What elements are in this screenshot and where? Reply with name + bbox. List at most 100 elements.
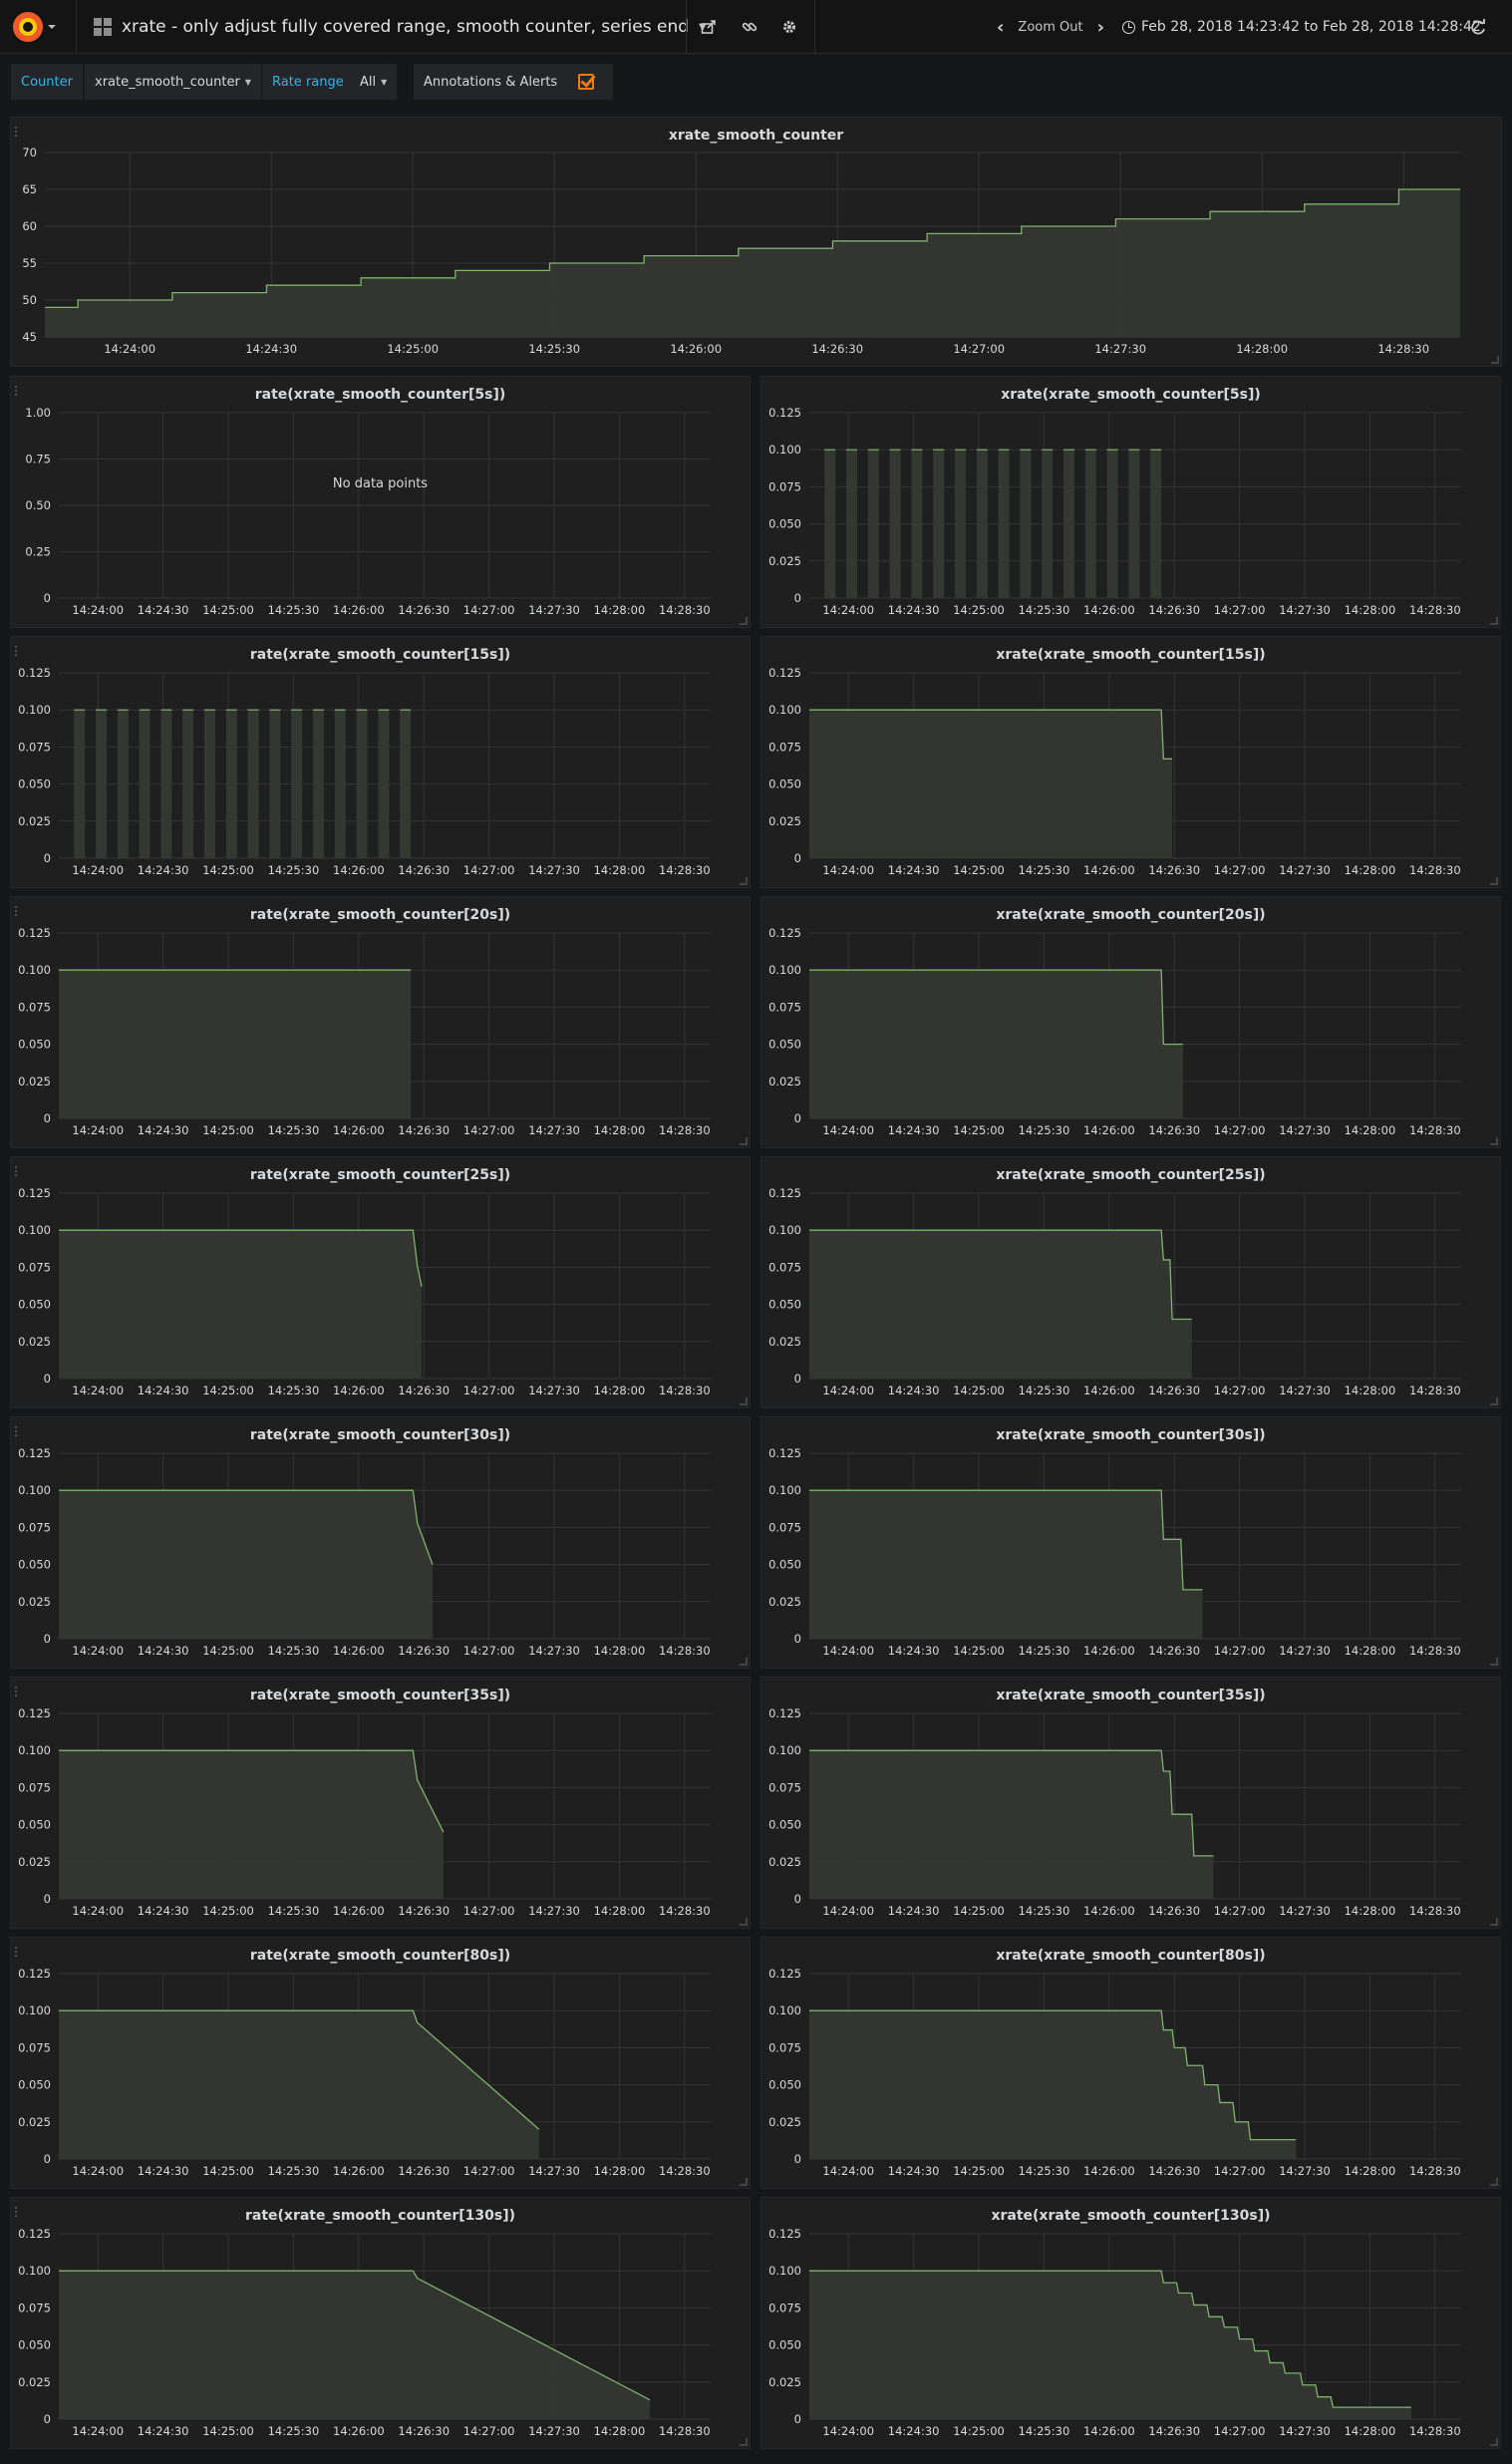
y-tick-label: 0.050: [768, 1038, 801, 1052]
resize-handle-icon[interactable]: [1490, 1658, 1498, 1666]
resize-handle-icon[interactable]: [740, 617, 748, 625]
chevron-left-icon[interactable]: ‹: [997, 17, 1004, 38]
panel-chart: 0.125 0.100 0.075 0.050 0.025 0 14:24:00 14:24:…: [11, 1938, 750, 2188]
resize-handle-icon[interactable]: [740, 1137, 748, 1145]
y-tick-label: 0.050: [768, 2338, 801, 2352]
x-tick-label: 14:27:00: [463, 603, 515, 617]
bar: [1042, 450, 1053, 598]
grafana-logo-icon[interactable]: [8, 7, 56, 47]
share-button[interactable]: [694, 14, 724, 40]
x-tick-label: 14:26:00: [670, 342, 722, 356]
bar: [140, 710, 151, 858]
resize-handle-icon[interactable]: [740, 2438, 748, 2446]
y-tick-label: 0.075: [18, 1260, 51, 1274]
series-area: [809, 710, 1172, 858]
x-tick-label: 14:26:30: [398, 2164, 450, 2178]
resize-handle-icon[interactable]: [740, 1658, 748, 1666]
x-tick-label: 14:28:30: [659, 603, 711, 617]
x-tick-label: 14:25:00: [953, 1904, 1005, 1918]
bar: [269, 710, 280, 858]
x-tick-label: 14:25:30: [1019, 2164, 1070, 2178]
refresh-button[interactable]: [1463, 14, 1493, 40]
x-tick-label: 14:26:00: [1083, 863, 1135, 877]
dashboard-title-picker[interactable]: xrate - only adjust fully covered range,…: [94, 14, 707, 40]
x-tick-label: 14:24:00: [822, 1384, 874, 1397]
annotations-toggle[interactable]: [558, 64, 613, 100]
x-tick-label: 14:27:30: [1279, 863, 1331, 877]
x-tick-label: 14:26:00: [1083, 1123, 1135, 1137]
x-tick-label: 14:26:30: [1148, 2424, 1200, 2438]
x-tick-label: 14:24:30: [245, 342, 297, 356]
x-tick-label: 14:27:00: [1214, 1384, 1266, 1397]
dashboard-grid-icon: [94, 18, 112, 36]
time-range-picker[interactable]: Feb 28, 2018 14:23:42 to Feb 28, 2018 14…: [1122, 15, 1481, 39]
x-tick-label: 14:28:00: [1345, 2164, 1396, 2178]
x-tick-label: 14:27:00: [1214, 2424, 1266, 2438]
bar: [335, 710, 346, 858]
x-tick-label: 14:24:00: [104, 342, 155, 356]
x-tick-label: 14:28:00: [1236, 342, 1288, 356]
rate-range-variable-select[interactable]: All ▼: [350, 64, 397, 100]
resize-handle-icon[interactable]: [1490, 877, 1498, 885]
x-tick-label: 14:26:30: [1148, 2164, 1200, 2178]
y-tick-label: 0.125: [18, 1186, 51, 1200]
y-tick-label: 0.125: [18, 1967, 51, 1981]
settings-button[interactable]: [774, 14, 804, 40]
x-tick-label: 14:27:30: [528, 603, 580, 617]
y-tick-label: 0.100: [18, 2003, 51, 2017]
y-tick-label: 0.100: [768, 1483, 801, 1497]
x-tick-label: 14:24:00: [822, 2164, 874, 2178]
y-tick-label: 0.100: [18, 1483, 51, 1497]
x-tick-label: 14:26:30: [398, 1644, 450, 1658]
x-tick-label: 14:24:00: [72, 2424, 124, 2438]
bar: [868, 450, 879, 598]
resize-handle-icon[interactable]: [1490, 1397, 1498, 1405]
x-tick-label: 14:27:30: [1279, 2164, 1331, 2178]
x-tick-label: 14:27:30: [528, 2164, 580, 2178]
resize-handle-icon[interactable]: [1490, 1918, 1498, 1926]
bar: [291, 710, 302, 858]
resize-handle-icon[interactable]: [740, 2178, 748, 2186]
link-button[interactable]: [735, 14, 764, 40]
y-tick-label: 0.125: [18, 1706, 51, 1720]
resize-handle-icon[interactable]: [1491, 356, 1499, 364]
x-tick-label: 14:26:30: [1148, 1123, 1200, 1137]
x-tick-label: 14:26:30: [398, 1384, 450, 1397]
y-tick-label: 0.025: [768, 554, 801, 568]
chevron-down-icon: ▼: [245, 78, 251, 87]
resize-handle-icon[interactable]: [740, 1918, 748, 1926]
y-tick-label: 0.75: [25, 453, 51, 466]
chevron-right-icon[interactable]: ›: [1097, 17, 1104, 38]
x-tick-label: 14:27:30: [1279, 1123, 1331, 1137]
resize-handle-icon[interactable]: [1490, 1137, 1498, 1145]
x-tick-label: 14:27:00: [463, 1123, 515, 1137]
resize-handle-icon[interactable]: [1490, 617, 1498, 625]
top-navbar: xrate - only adjust fully covered range,…: [0, 0, 1512, 54]
x-tick-label: 14:27:00: [1214, 1123, 1266, 1137]
resize-handle-icon[interactable]: [1490, 2178, 1498, 2186]
y-tick-label: 0.025: [18, 1075, 51, 1088]
panel-chart: 0.125 0.100 0.075 0.050 0.025 0 14:24:00 14:24:…: [11, 1417, 750, 1668]
zoom-out-button[interactable]: Zoom Out: [1018, 20, 1082, 35]
y-tick-label: 0.125: [18, 666, 51, 680]
x-tick-label: 14:27:30: [1279, 2424, 1331, 2438]
panel-15: rate(xrate_smooth_counter[130s]) 0.125 0.1…: [10, 2197, 751, 2449]
resize-handle-icon[interactable]: [740, 1397, 748, 1405]
bar: [846, 450, 857, 598]
clock-icon: [1122, 21, 1135, 34]
y-tick-label: 1.00: [25, 406, 51, 420]
x-tick-label: 14:25:00: [202, 1384, 254, 1397]
resize-handle-icon[interactable]: [1490, 2438, 1498, 2446]
x-tick-label: 14:27:30: [528, 2424, 580, 2438]
bar: [400, 710, 411, 858]
y-tick-label: 0.025: [18, 1855, 51, 1869]
x-tick-label: 14:28:30: [1409, 1123, 1461, 1137]
panel-chart: 1.00 0.75 0.50 0.25 0 14:24:00 14:24:30 14:25:0…: [11, 377, 750, 627]
x-tick-label: 14:25:00: [953, 2164, 1005, 2178]
series-area: [59, 2010, 539, 2159]
counter-variable-select[interactable]: xrate_smooth_counter ▼: [85, 64, 261, 100]
x-tick-label: 14:27:30: [528, 1123, 580, 1137]
y-tick-label: 0.100: [18, 703, 51, 717]
resize-handle-icon[interactable]: [740, 877, 748, 885]
panel-chart: 0.125 0.100 0.075 0.050 0.025 0 14:24:00 14:24:…: [761, 1678, 1500, 1928]
